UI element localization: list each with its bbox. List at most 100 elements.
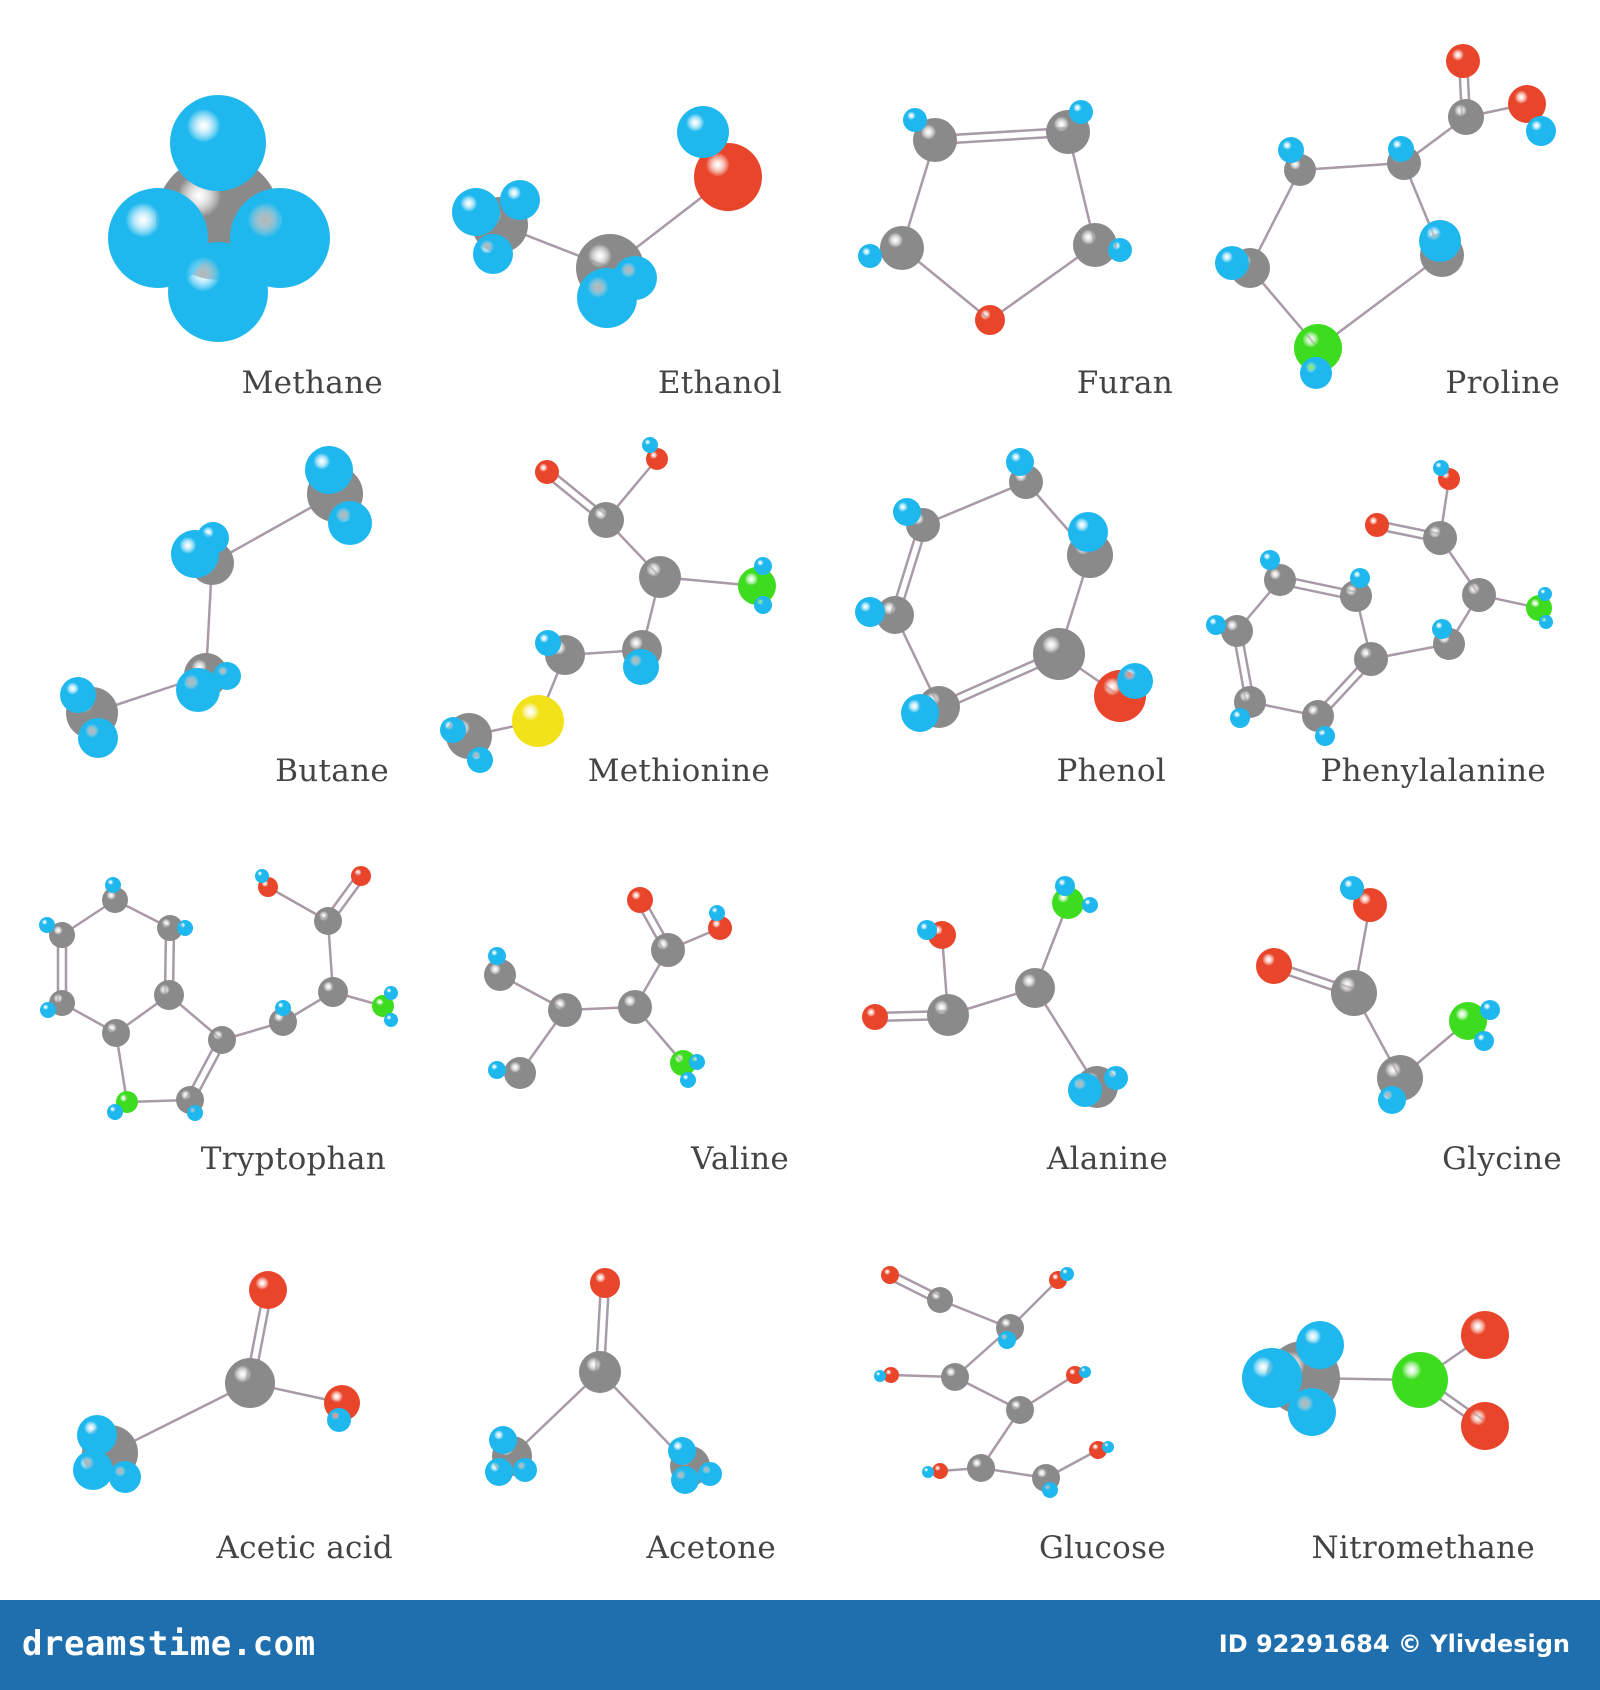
hydrogen-atom <box>1278 137 1304 163</box>
hydrogen-atom <box>689 1054 705 1070</box>
hydrogen-atom <box>1288 1388 1336 1436</box>
brand-logo-text: dreamstime.com <box>22 1624 316 1664</box>
carbon-atom <box>588 502 624 538</box>
hydrogen-atom <box>1206 615 1226 635</box>
carbon-atom <box>548 993 582 1027</box>
hydrogen-atom <box>489 1426 517 1454</box>
hydrogen-atom <box>535 630 561 656</box>
carbon-atom <box>1006 1396 1034 1424</box>
molecule-butane <box>60 446 372 758</box>
molecule-acetic-acid <box>73 1271 360 1493</box>
hydrogen-atom <box>1104 1066 1128 1090</box>
hydrogen-atom <box>998 1331 1016 1349</box>
label-ethanol: Ethanol <box>657 365 782 401</box>
hydrogen-atom <box>328 501 372 545</box>
image-id-text: ID 92291684 © Ylivdesign <box>1218 1630 1570 1658</box>
hydrogen-atom <box>213 662 241 690</box>
hydrogen-atom <box>1300 357 1332 389</box>
nitrogen-atom <box>1294 324 1342 372</box>
single-bond <box>921 480 1028 527</box>
carbon-atom <box>1462 578 1496 612</box>
carbon-atom <box>876 596 914 634</box>
molecule-valine <box>484 887 732 1089</box>
carbon-atom <box>880 226 924 270</box>
hydrogen-atom <box>1079 1366 1091 1378</box>
hydrogen-atom <box>874 1370 886 1382</box>
carbon-atom <box>49 922 75 948</box>
hydrogen-atom <box>903 108 927 132</box>
molecule-glucose <box>874 1266 1114 1498</box>
hydrogen-atom <box>1082 897 1098 913</box>
carbon-atom <box>102 887 128 913</box>
carbon-atom <box>484 959 516 991</box>
hydrogen-atom <box>642 437 658 453</box>
hydrogen-atom <box>39 917 55 933</box>
nitrogen-atom <box>1052 887 1084 919</box>
hydrogen-atom <box>473 234 513 274</box>
carbon-atom <box>579 1351 621 1393</box>
oxygen-atom <box>708 916 732 940</box>
hydrogen-atom <box>1068 1073 1102 1107</box>
carbon-atom <box>639 556 681 598</box>
hydrogen-atom <box>1260 550 1280 570</box>
hydrogen-atom <box>754 596 772 614</box>
hydrogen-atom <box>170 95 266 191</box>
hydrogen-atom <box>1539 615 1553 629</box>
oxygen-atom <box>932 1463 948 1479</box>
carbon-atom <box>208 1026 236 1054</box>
single-bond <box>1316 253 1444 350</box>
oxygen-atom <box>249 1271 287 1309</box>
label-furan: Furan <box>1076 365 1173 401</box>
hydrogen-atom <box>197 522 229 554</box>
hydrogen-atom <box>513 1458 537 1482</box>
hydrogen-atom <box>1419 220 1461 262</box>
carbon-atom <box>651 933 685 967</box>
oxygen-atom <box>975 305 1005 335</box>
hydrogen-atom <box>1315 726 1335 746</box>
carbon-atom <box>269 1008 297 1036</box>
hydrogen-atom <box>1433 460 1449 476</box>
hydrogen-atom <box>671 1466 699 1494</box>
hydrogen-atom <box>1474 1031 1494 1051</box>
molecule-acetone <box>485 1268 722 1494</box>
label-valine: Valine <box>691 1141 789 1177</box>
hydrogen-atom <box>467 747 493 773</box>
oxygen-atom <box>351 866 371 886</box>
hydrogen-atom <box>1060 1267 1074 1281</box>
molecule-glycine <box>1256 876 1500 1114</box>
carbon-atom <box>1331 970 1377 1016</box>
hydrogen-atom <box>1340 876 1364 900</box>
hydrogen-atom <box>73 1450 113 1490</box>
carbon-atom <box>314 907 342 935</box>
carbon-atom <box>1302 700 1334 732</box>
carbon-atom <box>967 1454 995 1482</box>
molecule-proline <box>1215 44 1556 389</box>
hydrogen-atom <box>613 256 657 300</box>
oxygen-atom <box>646 448 668 470</box>
hydrogen-atom <box>1480 1000 1500 1020</box>
label-proline: Proline <box>1445 365 1560 401</box>
nitrogen-atom <box>670 1050 696 1076</box>
carbon-atom <box>157 915 183 941</box>
hydrogen-atom <box>1117 663 1153 699</box>
hydrogen-atom <box>77 1415 117 1455</box>
label-glycine: Glycine <box>1442 1141 1562 1177</box>
hydrogen-atom <box>1069 100 1093 124</box>
oxygen-atom <box>862 1004 888 1030</box>
hydrogen-atom <box>452 188 500 236</box>
hydrogen-atom <box>40 1002 56 1018</box>
hydrogen-atom <box>922 1466 934 1478</box>
hydrogen-atom <box>1526 116 1556 146</box>
hydrogen-atom <box>1350 568 1370 588</box>
carbon-atom <box>1264 564 1296 596</box>
hydrogen-atom <box>255 869 269 883</box>
hydrogen-atom <box>327 1408 351 1432</box>
hydrogen-atom <box>384 986 398 1000</box>
hydrogen-atom <box>1006 448 1034 476</box>
label-acetone: Acetone <box>646 1530 776 1566</box>
carbon-atom <box>318 977 348 1007</box>
hydrogen-atom <box>1242 1348 1302 1408</box>
hydrogen-atom <box>1296 1321 1344 1369</box>
hydrogen-atom <box>78 718 118 758</box>
hydrogen-atom <box>1378 1086 1406 1114</box>
